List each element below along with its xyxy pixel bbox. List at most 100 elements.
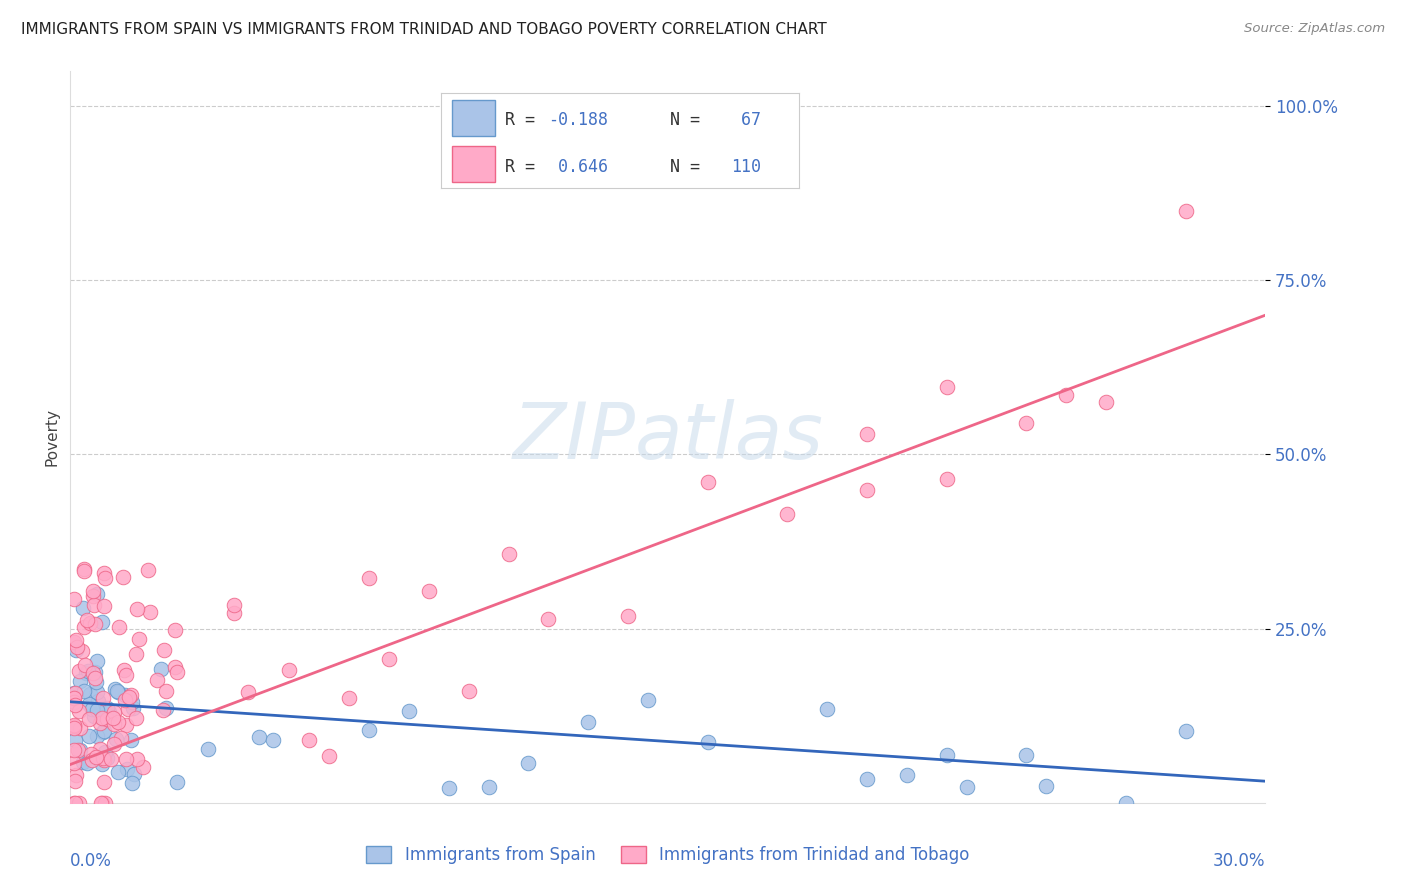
Point: [262, 732, 284, 747]
Point: [118, 690, 141, 704]
Point: [82, 590, 104, 604]
Point: [457, 684, 479, 698]
Point: [91, 725, 114, 739]
Point: [222, 599, 245, 613]
Point: [90, 615, 112, 629]
Point: [69, 743, 91, 757]
Point: [89, 741, 111, 756]
Point: [63, 698, 86, 712]
Point: [93, 723, 115, 738]
Point: [77, 712, 100, 726]
Point: [125, 602, 148, 616]
Point: [117, 762, 139, 776]
Point: [576, 714, 599, 729]
Point: [104, 681, 127, 696]
Point: [120, 732, 142, 747]
Point: [86, 587, 108, 601]
Point: [73, 564, 96, 578]
Text: IMMIGRANTS FROM SPAIN VS IMMIGRANTS FROM TRINIDAD AND TOBAGO POVERTY CORRELATION: IMMIGRANTS FROM SPAIN VS IMMIGRANTS FROM…: [21, 22, 827, 37]
Point: [73, 562, 96, 576]
Point: [146, 673, 169, 687]
Point: [93, 566, 115, 580]
Point: [90, 756, 112, 771]
Point: [91, 796, 114, 810]
Point: [84, 749, 107, 764]
Point: [121, 695, 143, 709]
Point: [87, 693, 110, 707]
Point: [108, 620, 131, 634]
Point: [70, 644, 93, 658]
Point: [166, 774, 188, 789]
Point: [93, 753, 115, 767]
Point: [776, 507, 799, 521]
Point: [96, 751, 118, 765]
Point: [76, 613, 98, 627]
Point: [104, 731, 127, 746]
Point: [65, 643, 87, 657]
Point: [278, 663, 301, 677]
Point: [63, 635, 86, 649]
Point: [1115, 796, 1137, 810]
Point: [90, 711, 112, 725]
Point: [856, 772, 879, 786]
Point: [114, 693, 136, 707]
Point: [93, 691, 115, 706]
Point: [100, 752, 122, 766]
Point: [86, 654, 108, 668]
Point: [63, 718, 86, 732]
Text: 30.0%: 30.0%: [1213, 852, 1265, 870]
Point: [537, 612, 560, 626]
Point: [63, 743, 86, 757]
Point: [63, 691, 86, 706]
Point: [637, 693, 659, 707]
Point: [79, 687, 101, 701]
Point: [138, 563, 160, 577]
Point: [86, 729, 108, 743]
Point: [101, 711, 124, 725]
Point: [617, 609, 640, 624]
Point: [115, 718, 138, 732]
Point: [65, 633, 87, 648]
Point: [63, 686, 86, 700]
Point: [114, 752, 136, 766]
Text: Source: ZipAtlas.com: Source: ZipAtlas.com: [1244, 22, 1385, 36]
Point: [69, 674, 91, 689]
Point: [83, 617, 105, 632]
Point: [152, 703, 174, 717]
Point: [69, 721, 91, 735]
Point: [359, 723, 381, 737]
Point: [67, 705, 90, 719]
Point: [90, 796, 112, 810]
Point: [63, 691, 86, 706]
Point: [1174, 203, 1197, 218]
Point: [117, 702, 139, 716]
Point: [94, 571, 117, 585]
Point: [82, 584, 104, 599]
Point: [163, 660, 186, 674]
Point: [112, 663, 135, 677]
Point: [86, 703, 108, 717]
Point: [153, 643, 176, 657]
Point: [155, 701, 177, 715]
Point: [517, 756, 540, 771]
Point: [935, 380, 957, 394]
Point: [247, 730, 270, 744]
Point: [935, 747, 957, 762]
Point: [107, 764, 129, 779]
Point: [121, 700, 143, 714]
Point: [121, 776, 143, 790]
Point: [896, 768, 918, 782]
Point: [478, 780, 501, 794]
Point: [63, 719, 86, 733]
Point: [83, 598, 105, 612]
Point: [94, 796, 117, 810]
Point: [67, 664, 90, 678]
Point: [359, 571, 381, 585]
Point: [103, 717, 125, 731]
Point: [66, 742, 89, 756]
Point: [120, 689, 142, 703]
Point: [96, 712, 118, 726]
Point: [83, 665, 105, 679]
Point: [89, 715, 111, 730]
Point: [155, 684, 177, 698]
